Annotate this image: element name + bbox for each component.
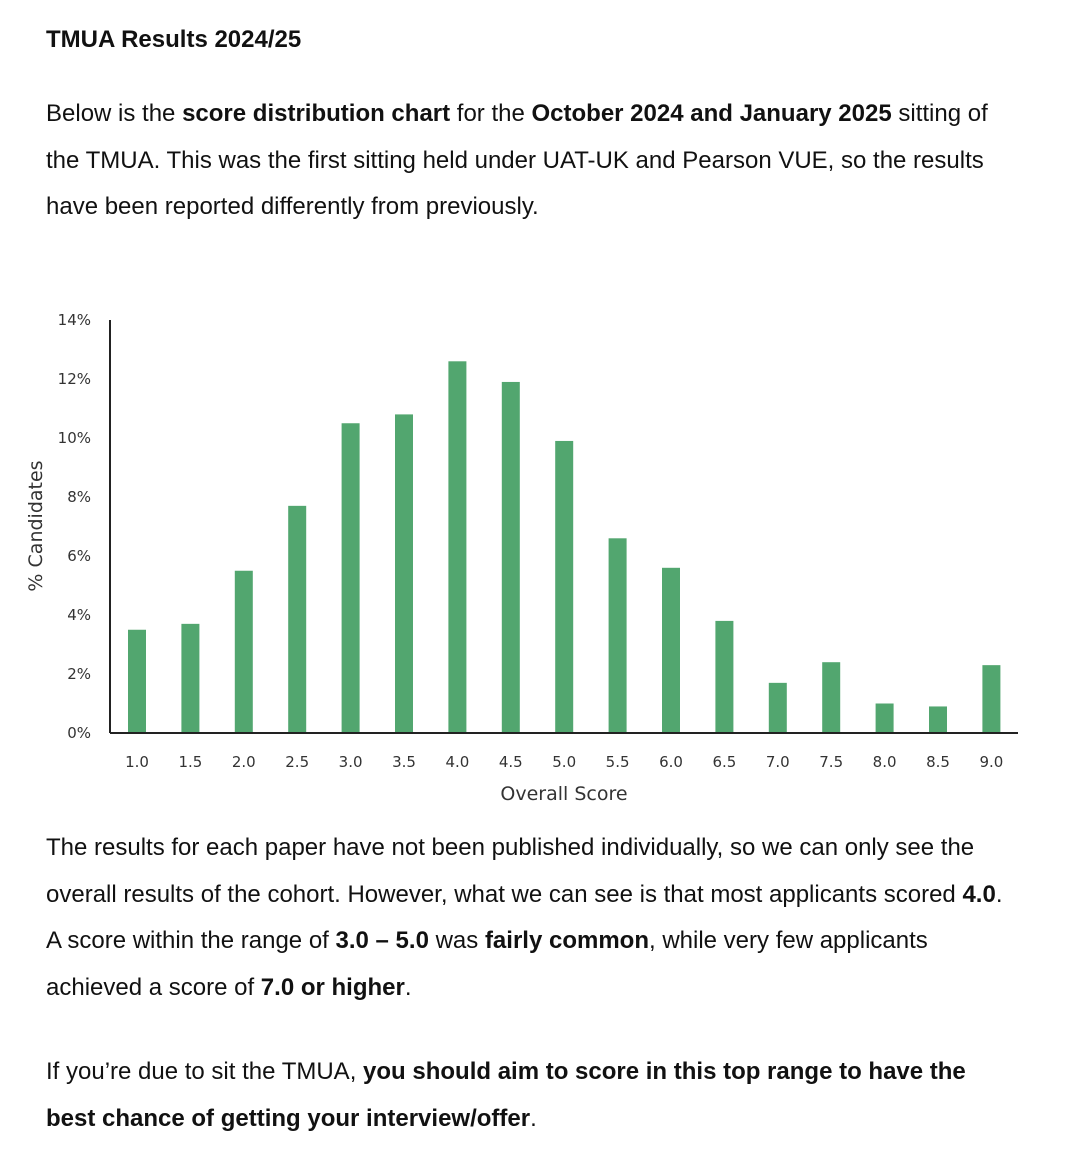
bold-text: score distribution chart [182,100,451,127]
text-segment: If you’re due to sit the TMUA, [46,1058,364,1085]
x-tick-label: 1.0 [125,753,149,771]
bar-5.5 [608,538,627,733]
x-tick-label: 2.5 [285,753,309,771]
bold-text: fairly common [484,927,649,954]
text-segment: . A score within the range of [46,880,1003,955]
text-segment: . [404,973,412,1001]
score-distribution-chart: 0% 2% 4% 6% 8% 10% 12% 14% 1.0 1.5 2.0 2.5 3.0 3.5 4.… [25,311,1018,805]
x-tick-label: 4.5 [499,753,523,771]
y-tick-label: 12% [58,370,91,388]
x-tick-label: 9.0 [979,753,1003,771]
x-tick-label: 4.0 [445,753,469,771]
bar-8.5 [929,706,947,733]
x-tick-label: 3.5 [392,753,416,771]
bar-8.0 [875,703,894,733]
x-tick-label: 5.0 [552,753,576,771]
bar-2.0 [234,570,253,733]
y-tick-label: 0% [67,724,91,742]
x-tick-label: 6.5 [712,753,736,771]
bar-4.5 [501,381,520,733]
bar-7.5 [822,662,841,733]
bold-text: 4.0 [962,880,996,908]
bold-text: you should aim to score in this top rang… [46,1058,966,1132]
x-tick-label: 1.5 [178,753,202,771]
x-axis-label: Overall Score [500,783,627,805]
text-segment: . [530,1104,537,1132]
x-tick-label: 8.0 [873,753,897,771]
bar-9.0 [982,665,1001,733]
bar-1.5 [181,623,200,733]
y-tick-label: 8% [67,488,91,506]
y-axis-label: % Candidates [25,460,47,591]
x-tick-label: 5.5 [606,753,630,771]
x-tick-label: 3.0 [339,753,363,771]
bold-text: 3.0 – 5.0 [335,927,429,954]
intro-paragraph: Below is the score distribution chart fo… [46,91,1006,231]
bold-text: 7.0 or higher [260,973,405,1001]
text-segment: sitting of the TMUA. This was the first … [46,100,988,220]
bar-4.0 [448,361,467,733]
bar-2.5 [288,505,307,733]
bar-3.0 [341,423,360,733]
y-tick-label: 2% [67,665,91,683]
bar-3.5 [395,414,413,733]
advice-paragraph: If you’re due to sit the TMUA, you shoul… [46,1049,1006,1142]
y-tick-label: 10% [58,429,91,447]
results-paragraph: The results for each paper have not been… [46,825,1006,1011]
text-segment: Below is the [46,100,183,127]
bar-1.0 [128,629,146,733]
text-segment: The results for each paper have not been… [46,834,975,908]
bar-6.5 [715,620,734,733]
x-tick-label: 2.0 [232,753,256,771]
bar-5.0 [555,440,574,733]
x-tick-label: 6.0 [659,753,683,771]
bold-text: October 2024 and January 2025 [531,100,892,127]
y-tick-label: 4% [67,606,91,624]
bar-6.0 [662,567,680,733]
section-title: TMUA Results 2024/25 [46,26,302,53]
bar-7.0 [768,682,787,733]
text-segment: was [428,927,485,954]
text-segment: , while very few applicants achieved a s… [46,927,928,1001]
text-segment: for the [450,100,532,127]
x-tick-label: 7.5 [819,753,843,771]
y-tick-label: 14% [58,311,91,329]
y-tick-label: 6% [67,547,91,565]
x-tick-label: 8.5 [926,753,950,771]
x-tick-label: 7.0 [766,753,790,771]
